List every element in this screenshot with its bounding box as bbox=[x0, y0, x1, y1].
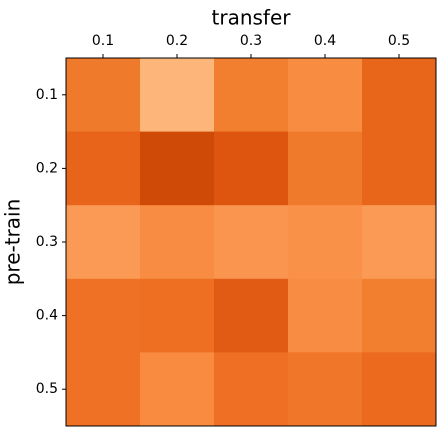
heatmap-cell bbox=[140, 352, 215, 427]
heatmap-cell bbox=[66, 131, 141, 206]
heatmap-cell bbox=[140, 205, 215, 280]
heatmap-cell bbox=[288, 131, 363, 206]
heatmap-cell bbox=[288, 352, 363, 427]
x-tick-label: 0.1 bbox=[92, 33, 114, 49]
y-tick-label: 0.4 bbox=[36, 308, 58, 324]
heatmap-cell bbox=[362, 278, 437, 353]
x-axis-title: transfer bbox=[212, 6, 292, 30]
heatmap-cell bbox=[362, 131, 437, 206]
y-tick-label: 0.1 bbox=[36, 87, 58, 103]
heatmap-cell bbox=[140, 58, 215, 133]
heatmap-cell bbox=[214, 205, 289, 280]
heatmap-cell bbox=[66, 58, 141, 133]
heatmap-cell bbox=[214, 352, 289, 427]
x-tick-label: 0.2 bbox=[166, 33, 188, 49]
y-tick-label: 0.5 bbox=[36, 381, 58, 397]
heatmap-cell bbox=[66, 278, 141, 353]
heatmap-cell bbox=[66, 205, 141, 280]
heatmap-cell bbox=[288, 278, 363, 353]
y-tick-label: 0.3 bbox=[36, 234, 58, 250]
heatmap-cell bbox=[362, 352, 437, 427]
y-tick-label: 0.2 bbox=[36, 160, 58, 176]
x-tick-label: 0.4 bbox=[314, 33, 336, 49]
heatmap-cell bbox=[288, 205, 363, 280]
y-axis-title: pre-train bbox=[1, 199, 25, 286]
heatmap-cell bbox=[140, 278, 215, 353]
heatmap-cell bbox=[140, 131, 215, 206]
heatmap-cell bbox=[362, 205, 437, 280]
heatmap-cell bbox=[66, 352, 141, 427]
heatmap-cell bbox=[214, 278, 289, 353]
x-tick-label: 0.3 bbox=[240, 33, 262, 49]
heatmap-cell bbox=[288, 58, 363, 133]
heatmap-cell bbox=[214, 58, 289, 133]
x-tick-label: 0.5 bbox=[388, 33, 410, 49]
heatmap-cell bbox=[214, 131, 289, 206]
heatmap-cell bbox=[362, 58, 437, 133]
